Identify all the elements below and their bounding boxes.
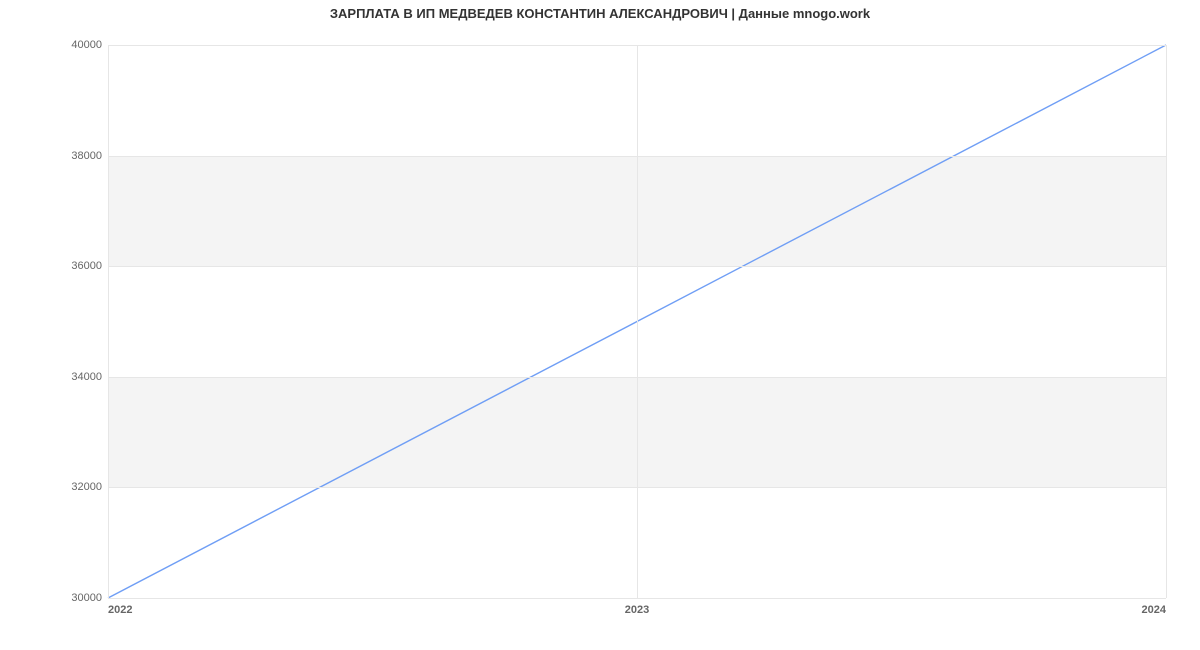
y-tick-label: 40000 bbox=[71, 39, 102, 51]
plot-area: 3000032000340003600038000400002022202320… bbox=[108, 45, 1166, 598]
x-tick-label: 2022 bbox=[108, 604, 132, 616]
x-gridline bbox=[637, 45, 638, 598]
chart-title: ЗАРПЛАТА В ИП МЕДВЕДЕВ КОНСТАНТИН АЛЕКСА… bbox=[0, 6, 1200, 21]
x-tick-label: 2023 bbox=[625, 604, 649, 616]
x-tick-label: 2024 bbox=[1142, 604, 1166, 616]
salary-line-chart: ЗАРПЛАТА В ИП МЕДВЕДЕВ КОНСТАНТИН АЛЕКСА… bbox=[0, 0, 1200, 650]
y-tick-label: 36000 bbox=[71, 260, 102, 272]
y-tick-label: 34000 bbox=[71, 371, 102, 383]
y-tick-label: 32000 bbox=[71, 481, 102, 493]
x-gridline bbox=[108, 45, 109, 598]
y-tick-label: 38000 bbox=[71, 150, 102, 162]
y-tick-label: 30000 bbox=[71, 592, 102, 604]
x-gridline bbox=[1166, 45, 1167, 598]
y-gridline bbox=[108, 598, 1166, 599]
